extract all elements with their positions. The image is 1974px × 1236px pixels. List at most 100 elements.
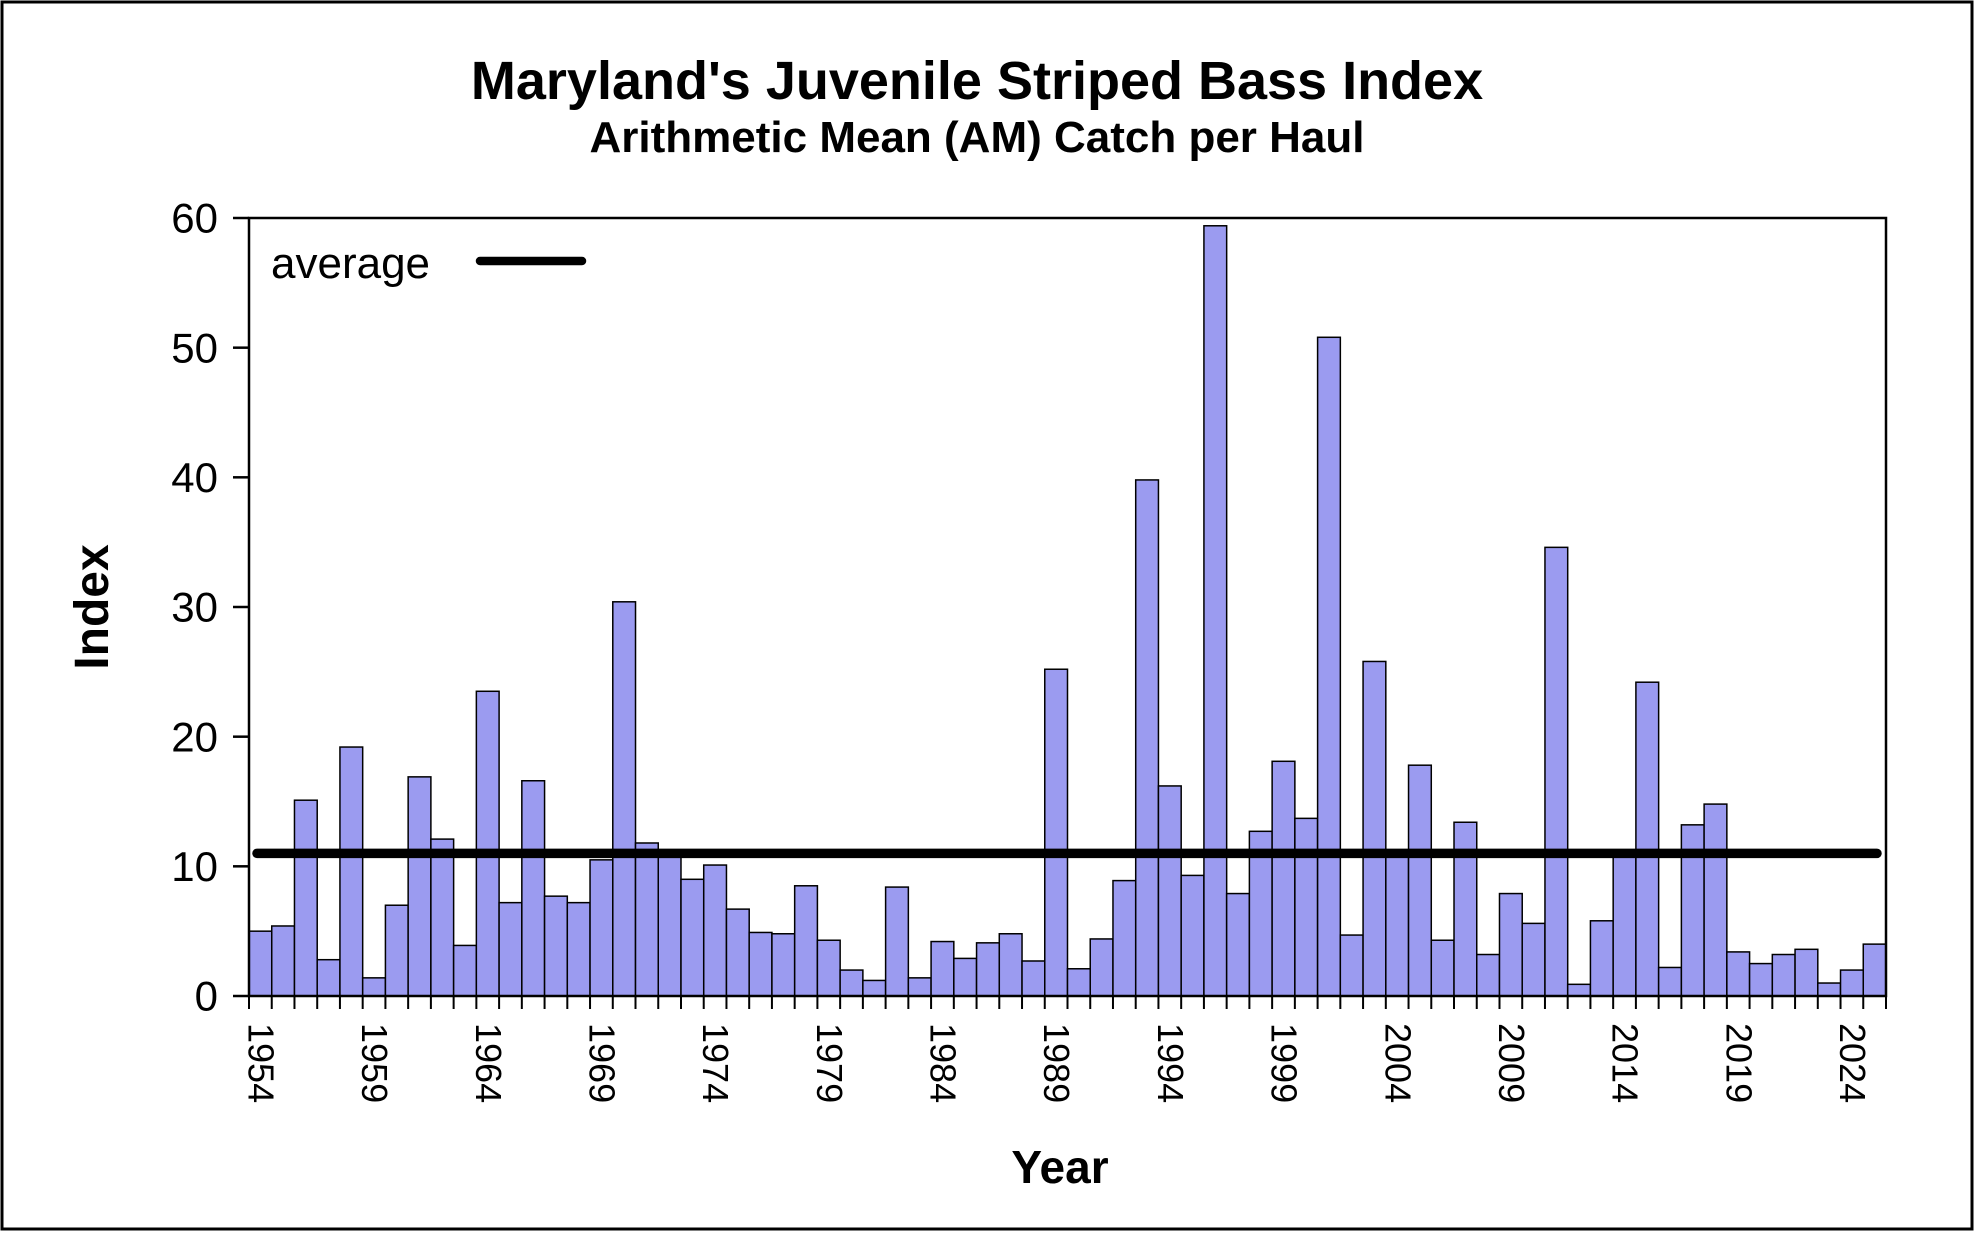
bar-1965 [498, 901, 523, 997]
bar-2010 [1521, 922, 1546, 997]
bar-2024 [1839, 969, 1865, 997]
bar-2023 [1817, 982, 1842, 997]
bar-2009 [1498, 892, 1523, 997]
bar-1968 [566, 901, 591, 997]
chart-subtitle: Arithmetic Mean (AM) Catch per Haul [590, 113, 1365, 162]
x-tick-label-1954: 1954 [240, 1023, 281, 1103]
bar-2012 [1566, 983, 1592, 997]
bar-2005 [1407, 764, 1433, 997]
bars-layer [248, 225, 1887, 997]
bar-1964 [475, 690, 500, 997]
bar-1985 [953, 957, 978, 997]
bar-2021 [1771, 953, 1796, 997]
bar-1994 [1157, 785, 1182, 997]
bar-1973 [680, 878, 705, 997]
bar-1976 [748, 931, 773, 997]
bar-2015 [1635, 681, 1660, 997]
x-axis-ticks: 1954 1959 1964 1969 1974 1979 1984 1989 1994 1999… [240, 996, 1887, 1103]
x-tick-label-1964: 1964 [468, 1023, 509, 1103]
bar-1977 [771, 933, 796, 997]
bar-1966 [521, 780, 546, 997]
y-axis-title: Index [66, 544, 119, 670]
bar-1962 [430, 838, 455, 997]
bar-2006 [1430, 939, 1455, 997]
bar-1981 [862, 979, 887, 997]
bar-1961 [407, 776, 432, 997]
bar-1963 [452, 944, 478, 997]
y-axis-ticks: 0 10 20 30 40 50 60 [171, 195, 249, 1020]
bar-2004 [1385, 850, 1410, 997]
y-tick-label-40: 40 [171, 454, 218, 501]
bar-1996 [1203, 225, 1228, 997]
bar-2008 [1476, 953, 1501, 997]
bar-1992 [1112, 879, 1137, 997]
x-tick-label-2009: 2009 [1491, 1023, 1532, 1103]
bar-1990 [1066, 968, 1091, 997]
bar-2013 [1589, 920, 1614, 997]
y-tick-label-60: 60 [171, 195, 218, 242]
bar-1954 [248, 930, 273, 997]
x-tick-label-2019: 2019 [1718, 1023, 1759, 1103]
bar-1958 [339, 746, 364, 997]
legend-label-average: average [271, 239, 430, 288]
x-tick-label-2004: 2004 [1377, 1023, 1418, 1103]
x-tick-label-1984: 1984 [923, 1023, 964, 1103]
x-tick-label-2024: 2024 [1832, 1023, 1873, 1103]
x-tick-label-1979: 1979 [809, 1023, 850, 1103]
bar-2025 [1862, 943, 1887, 997]
bar-1993 [1134, 479, 1160, 997]
bar-1971 [634, 842, 660, 997]
bar-2011 [1544, 546, 1569, 997]
bar-1974 [702, 864, 728, 997]
bar-2014 [1612, 852, 1637, 997]
bar-2002 [1339, 934, 1364, 997]
y-tick-label-20: 20 [171, 713, 218, 760]
bar-2020 [1748, 962, 1774, 997]
bar-2001 [1316, 336, 1342, 997]
x-tick-label-1969: 1969 [582, 1023, 623, 1103]
x-axis-title: Year [1011, 1141, 1108, 1193]
y-tick-label-10: 10 [171, 843, 218, 890]
bar-1997 [1225, 892, 1251, 997]
plot-frame [247, 216, 1888, 998]
bar-1987 [998, 933, 1023, 997]
bar-1956 [293, 799, 318, 997]
bar-1959 [361, 977, 387, 997]
bar-1957 [316, 958, 341, 997]
bar-1972 [657, 856, 682, 997]
bar-2003 [1362, 660, 1387, 997]
bar-1983 [907, 977, 932, 997]
bar-1979 [816, 939, 841, 997]
legend: average [271, 239, 587, 288]
bar-1988 [1021, 960, 1046, 997]
y-tick-label-0: 0 [195, 973, 218, 1020]
bar-1967 [543, 895, 569, 997]
bar-1955 [270, 925, 296, 997]
bar-1980 [839, 969, 864, 997]
bar-2018 [1703, 803, 1728, 997]
x-tick-label-1959: 1959 [354, 1023, 395, 1103]
bar-1969 [589, 859, 614, 997]
bar-1991 [1089, 938, 1114, 997]
bar-2000 [1294, 817, 1319, 997]
bar-1960 [384, 904, 409, 997]
x-tick-label-1989: 1989 [1036, 1023, 1077, 1103]
bar-1982 [884, 886, 910, 997]
bar-1995 [1180, 874, 1205, 997]
bar-2019 [1726, 951, 1751, 997]
x-tick-label-1999: 1999 [1264, 1023, 1305, 1103]
x-tick-label-1974: 1974 [695, 1023, 736, 1103]
bar-1970 [612, 601, 637, 997]
bar-1989 [1044, 668, 1069, 997]
x-tick-label-2014: 2014 [1605, 1023, 1646, 1103]
bar-2007 [1453, 821, 1478, 997]
bar-1999 [1271, 760, 1296, 997]
y-tick-label-50: 50 [171, 324, 218, 371]
bar-1978 [793, 885, 819, 997]
chart-title: Maryland's Juvenile Striped Bass Index [471, 51, 1483, 111]
x-tick-label-1994: 1994 [1150, 1023, 1191, 1103]
bar-1975 [725, 908, 750, 997]
bar-1986 [975, 942, 1001, 997]
